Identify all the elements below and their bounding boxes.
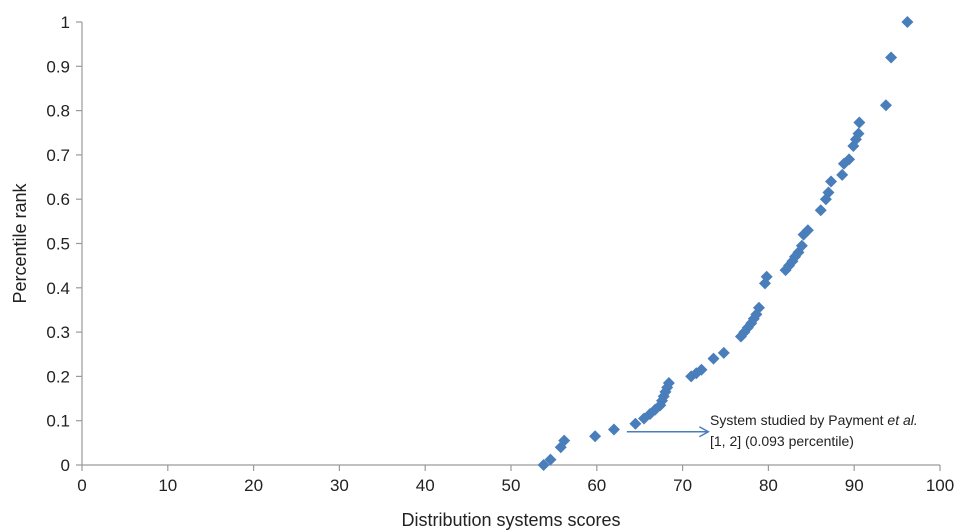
data-point bbox=[852, 127, 865, 140]
y-tick-label: 0.5 bbox=[46, 235, 70, 254]
x-ticks: 0 10 20 30 40 50 60 70 80 90 100 bbox=[77, 465, 954, 495]
plot-area: 0 10 20 30 40 50 60 70 80 90 100 00.10.20.30.40.50… bbox=[46, 13, 954, 495]
data-points bbox=[537, 16, 914, 471]
data-point bbox=[629, 417, 642, 430]
data-point bbox=[836, 168, 849, 181]
x-tick-label: 0 bbox=[77, 476, 86, 495]
y-ticks: 0 0.1 0.2 0.3 0.4 0.5 0.6 0.7 0.8 0.9 1 bbox=[46, 13, 82, 475]
x-tick-label: 30 bbox=[330, 476, 349, 495]
x-tick-label: 60 bbox=[587, 476, 606, 495]
x-tick-label: 70 bbox=[673, 476, 692, 495]
data-point bbox=[544, 453, 557, 466]
data-point bbox=[760, 270, 773, 283]
data-point bbox=[717, 346, 730, 359]
data-point bbox=[707, 352, 720, 365]
data-point bbox=[788, 250, 801, 263]
annotation-text-italic: et al. bbox=[887, 412, 917, 428]
data-point bbox=[853, 116, 866, 129]
data-point bbox=[825, 175, 838, 188]
data-point bbox=[662, 377, 675, 390]
annotation-text-line2: [1, 2] (0.093 percentile) bbox=[710, 433, 854, 449]
data-point bbox=[558, 434, 571, 447]
annotation-text-main: System studied by Payment bbox=[710, 412, 887, 428]
y-tick-label: 0.8 bbox=[46, 102, 70, 121]
x-axis-title: Distribution systems scores bbox=[401, 510, 620, 530]
data-point bbox=[607, 423, 620, 436]
x-tick-label: 10 bbox=[158, 476, 177, 495]
data-point bbox=[695, 363, 708, 376]
annotation-arrow-head bbox=[698, 426, 710, 438]
data-point bbox=[879, 99, 892, 112]
y-tick-label: 0 bbox=[61, 456, 70, 475]
x-tick-label: 90 bbox=[845, 476, 864, 495]
data-point bbox=[901, 16, 914, 28]
y-tick-label: 0.2 bbox=[46, 367, 70, 386]
data-point bbox=[822, 186, 835, 199]
x-tick-label: 20 bbox=[244, 476, 263, 495]
y-axis-title: Percentile rank bbox=[10, 182, 30, 303]
data-point bbox=[885, 51, 898, 64]
data-point bbox=[801, 224, 814, 237]
data-point bbox=[752, 301, 765, 314]
y-tick-label: 0.9 bbox=[46, 57, 70, 76]
y-tick-label: 0.6 bbox=[46, 190, 70, 209]
y-tick-label: 0.4 bbox=[46, 279, 70, 298]
x-tick-label: 40 bbox=[416, 476, 435, 495]
y-tick-label: 0.3 bbox=[46, 323, 70, 342]
data-point bbox=[843, 153, 856, 166]
data-point bbox=[814, 204, 827, 217]
y-tick-label: 0.1 bbox=[46, 412, 70, 431]
annotation: System studied by Payment et al. [1, 2] … bbox=[626, 412, 918, 449]
y-tick-label: 1 bbox=[61, 13, 70, 32]
y-tick-label: 0.7 bbox=[46, 146, 70, 165]
data-point bbox=[795, 239, 808, 252]
data-point bbox=[537, 459, 550, 471]
x-tick-label: 80 bbox=[759, 476, 778, 495]
x-tick-label: 50 bbox=[502, 476, 521, 495]
x-tick-label: 100 bbox=[926, 476, 954, 495]
annotation-text-line1: System studied by Payment et al. bbox=[710, 412, 918, 428]
data-point bbox=[589, 430, 602, 443]
